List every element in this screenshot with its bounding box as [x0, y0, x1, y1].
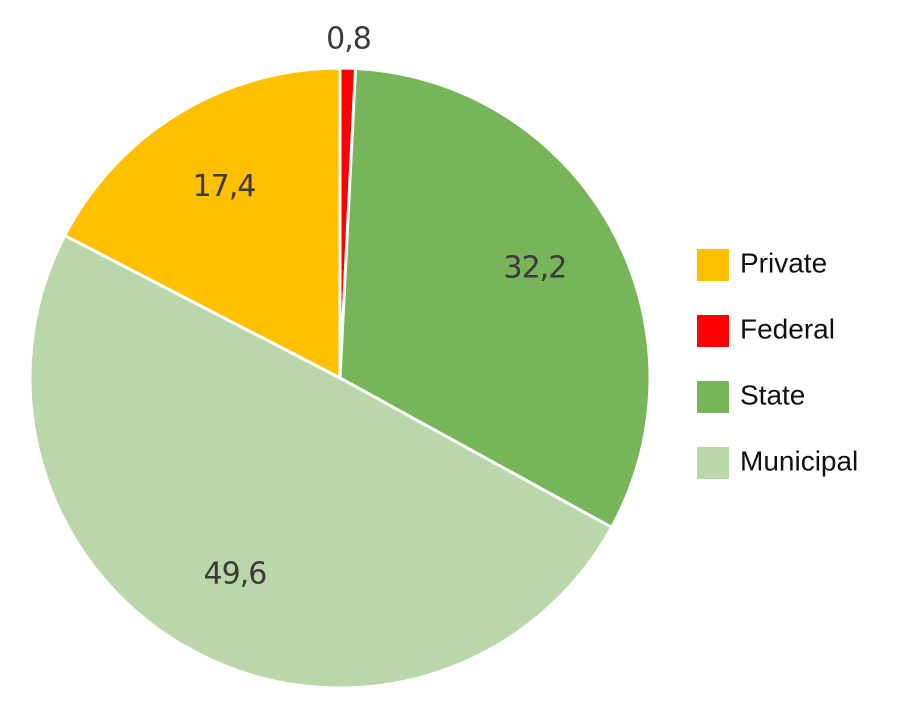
legend-swatch [697, 381, 729, 413]
data-label: 32,2 [504, 251, 567, 286]
data-label: 49,6 [204, 556, 267, 591]
data-label: 17,4 [193, 169, 256, 204]
pie-slice [62, 66, 342, 381]
legend-swatch [697, 315, 729, 347]
legend-swatch [697, 447, 729, 479]
legend-label: Private [740, 247, 827, 278]
legend-swatch [697, 249, 729, 281]
legend-label: State [740, 379, 805, 410]
pie-slice [28, 233, 614, 690]
data-label: 0,8 [326, 22, 371, 57]
legend-label: Federal [740, 313, 835, 344]
legend-label: Municipal [740, 445, 858, 476]
pie-slice [338, 66, 652, 530]
